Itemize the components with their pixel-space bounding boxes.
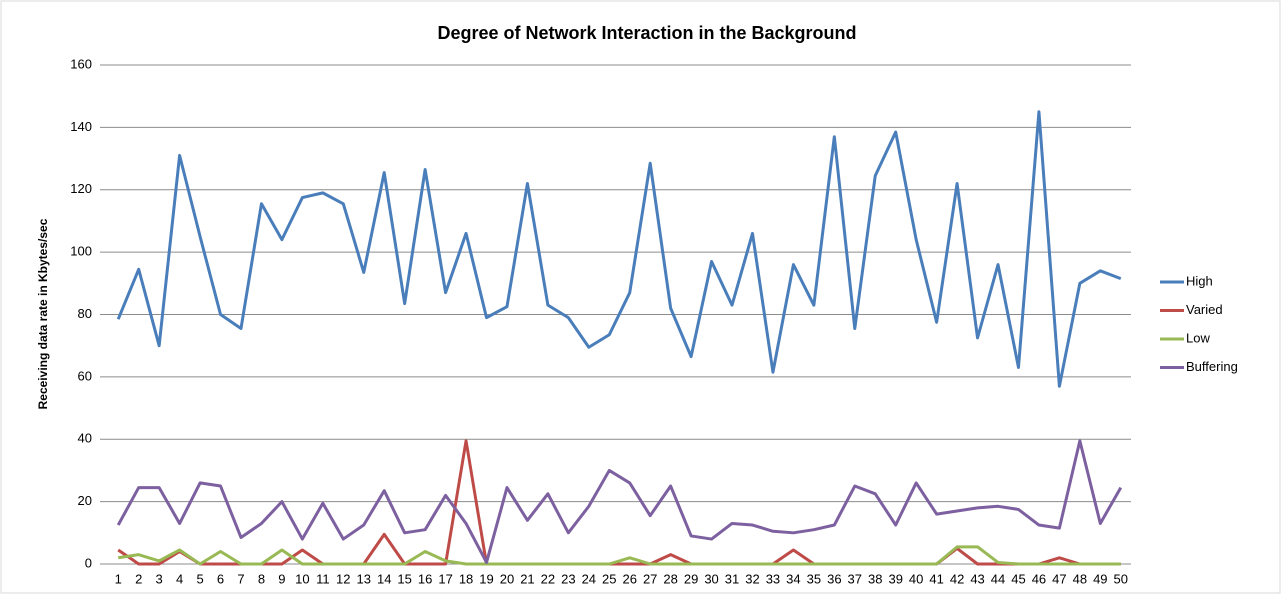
x-tick-label: 4 [176, 571, 183, 586]
x-tick-label: 46 [1032, 571, 1046, 586]
y-axis-label: Receiving data rate in Kbytes/sec [36, 218, 50, 409]
x-tick-label: 2 [135, 571, 142, 586]
x-tick-label: 16 [418, 571, 432, 586]
x-tick-label: 22 [541, 571, 555, 586]
x-tick-label: 7 [237, 571, 244, 586]
x-tick-label: 24 [582, 571, 596, 586]
legend-label: Varied [1186, 302, 1223, 317]
x-tick-label: 12 [336, 571, 350, 586]
y-tick-label: 20 [78, 493, 92, 508]
series-line [118, 545, 1121, 566]
x-tick-label: 43 [970, 571, 984, 586]
x-tick-label: 44 [991, 571, 1005, 586]
y-tick-label: 140 [70, 119, 92, 134]
x-tick-label: 32 [745, 571, 759, 586]
x-tick-label: 26 [622, 571, 636, 586]
x-tick-label: 9 [278, 571, 285, 586]
y-tick-label: 120 [70, 181, 92, 196]
y-tick-label: 60 [78, 368, 92, 383]
series-line [116, 439, 1123, 564]
x-tick-label: 6 [217, 571, 224, 586]
x-tick-label: 13 [357, 571, 371, 586]
x-tick-label: 29 [684, 571, 698, 586]
legend-label: Low [1186, 330, 1210, 345]
x-tick-label: 37 [848, 571, 862, 586]
x-tick-label: 42 [950, 571, 964, 586]
x-tick-label: 27 [643, 571, 657, 586]
x-tick-label: 23 [561, 571, 575, 586]
x-tick-label: 18 [459, 571, 473, 586]
x-tick-label: 35 [807, 571, 821, 586]
x-tick-label: 15 [397, 571, 411, 586]
x-tick-label: 31 [725, 571, 739, 586]
x-tick-label: 17 [438, 571, 452, 586]
x-tick-label: 48 [1073, 571, 1087, 586]
x-tick-label: 49 [1093, 571, 1107, 586]
x-tick-label: 8 [258, 571, 265, 586]
x-tick-label: 21 [520, 571, 534, 586]
x-tick-label: 47 [1052, 571, 1066, 586]
x-tick-label: 14 [377, 571, 391, 586]
x-tick-label: 38 [868, 571, 882, 586]
x-tick-label: 10 [295, 571, 309, 586]
legend-label: Buffering [1186, 359, 1238, 374]
x-tick-label: 41 [929, 571, 943, 586]
x-tick-label: 40 [909, 571, 923, 586]
x-tick-label: 34 [786, 571, 800, 586]
x-tick-label: 45 [1011, 571, 1025, 586]
y-tick-label: 160 [70, 56, 92, 71]
x-tick-label: 1 [115, 571, 122, 586]
x-tick-label: 25 [602, 571, 616, 586]
x-tick-label: 33 [766, 571, 780, 586]
legend-label: High [1186, 273, 1213, 288]
x-tick-label: 39 [888, 571, 902, 586]
y-tick-label: 0 [85, 555, 92, 570]
y-tick-label: 80 [78, 306, 92, 321]
x-tick-label: 5 [196, 571, 203, 586]
y-tick-label: 40 [78, 431, 92, 446]
series-line [116, 110, 1122, 388]
y-tick-label: 100 [70, 244, 92, 259]
x-tick-label: 19 [479, 571, 493, 586]
x-tick-label: 20 [500, 571, 514, 586]
x-tick-label: 50 [1114, 571, 1128, 586]
x-tick-label: 11 [316, 571, 330, 586]
x-tick-label: 36 [827, 571, 841, 586]
chart-title: Degree of Network Interaction in the Bac… [437, 23, 856, 43]
x-tick-label: 28 [663, 571, 677, 586]
x-tick-label: 30 [704, 571, 718, 586]
x-tick-label: 3 [156, 571, 163, 586]
